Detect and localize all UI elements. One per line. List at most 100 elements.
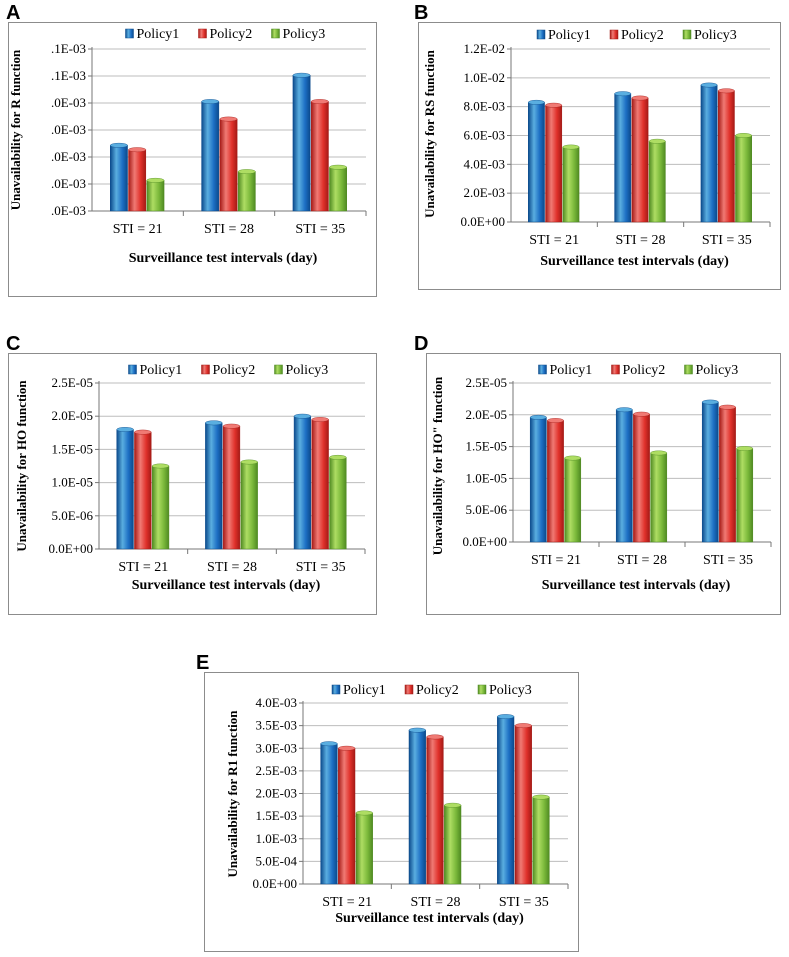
x-category-label: STI = 21: [113, 222, 163, 237]
bar-top-policy3-1: [564, 455, 581, 461]
bar-policy1-2: [615, 409, 633, 543]
x-category-label: STI = 35: [295, 222, 345, 237]
bar-top-policy1-2: [201, 99, 220, 104]
legend-label-policy2: Policy2: [623, 363, 666, 378]
bar-top-policy3-2: [650, 450, 667, 456]
x-category-label: STI = 35: [702, 233, 752, 248]
chart-panel-d: 0.0E+00 5.0E-06 1.0E-05 1.5E-05 2.0E-05 2.5E-…: [426, 353, 781, 615]
y-tick-label: .1E-03: [51, 41, 86, 56]
y-axis-title: Unavailability for R1 function: [225, 710, 240, 878]
chart-panel-e: 0.0E+00 5.0E-04 1.0E-03 1.5E-03 2.0E-03 2.5E-…: [204, 672, 579, 952]
bar-top-policy3-1: [146, 177, 165, 183]
chart-e: 0.0E+00 5.0E-04 1.0E-03 1.5E-03 2.0E-03 2.5E-…: [204, 672, 579, 952]
y-tick-label: 2.0E-05: [465, 407, 507, 422]
y-tick-label: 4.0E-03: [255, 695, 297, 710]
bar-top-policy1-1: [530, 414, 547, 420]
y-tick-label: .0E-03: [51, 203, 86, 218]
x-category-label: STI = 28: [617, 553, 667, 568]
bar-policy1-1: [320, 743, 338, 885]
bar-policy3-3: [329, 457, 347, 550]
y-tick-label: 5.0E-04: [255, 853, 297, 868]
bar-top-policy2-1: [338, 745, 356, 751]
bar-policy3-2: [444, 805, 462, 885]
panel-letter-e: E: [196, 652, 210, 674]
x-category-label: STI = 21: [118, 560, 168, 575]
bar-top-policy1-2: [614, 91, 632, 97]
y-axis-title: Unavailability for HO function: [14, 380, 29, 552]
bar-policy1-3: [293, 415, 312, 550]
bar-top-policy2-1: [545, 102, 563, 108]
bar-policy1-2: [408, 729, 426, 885]
y-tick-label: 0.0E+00: [460, 214, 505, 229]
bar-top-policy2-2: [426, 734, 444, 740]
y-tick-label: 1.5E-05: [465, 439, 507, 454]
legend-label-policy1: Policy1: [550, 363, 593, 378]
bar-top-policy3-1: [562, 144, 580, 150]
y-tick-label: 6.0E-03: [463, 128, 505, 143]
legend-label-policy3: Policy3: [696, 363, 739, 378]
y-tick-label: 1.0E-03: [255, 831, 297, 846]
bar-policy2-2: [631, 97, 649, 223]
y-tick-label: 1.0E-05: [51, 475, 93, 490]
panel-letter-d: D: [414, 333, 429, 355]
y-tick-label: .0E-03: [51, 95, 86, 110]
y-tick-label: 1.5E-03: [255, 808, 297, 823]
bar-policy3-1: [146, 180, 165, 212]
chart-panel-a: .0E-03 .0E-03 .0E-03 .0E-03 .0E-03 .1E-03 .1E-…: [8, 22, 377, 297]
bar-top-policy3-2: [444, 802, 462, 808]
y-axis-title: Unavailability for R function: [8, 49, 23, 210]
bar-policy2-1: [134, 431, 152, 550]
bar-policy2-1: [545, 104, 563, 223]
legend-label-policy1: Policy1: [548, 28, 591, 43]
y-tick-label: 2.5E-05: [465, 375, 507, 390]
bar-policy3-1: [562, 146, 580, 223]
bar-policy2-3: [717, 90, 735, 223]
bar-policy1-3: [701, 401, 719, 543]
legend-label-policy1: Policy1: [140, 363, 183, 378]
bar-top-policy2-3: [311, 417, 329, 422]
y-tick-label: 2.0E-03: [255, 786, 297, 801]
chart-c: 0.0E+00 5.0E-06 1.0E-05 1.5E-05 2.0E-05 2.5E-…: [8, 353, 377, 615]
y-axis-title: Unavailability for RS function: [422, 49, 437, 217]
bar-policy3-3: [329, 166, 347, 212]
y-tick-label: 0.0E+00: [462, 534, 507, 549]
bar-policy2-3: [514, 725, 532, 885]
x-axis-title: Surveillance test intervals (day): [129, 251, 318, 266]
bar-policy2-2: [426, 736, 444, 885]
y-axis-title: Unavailability for HO" function: [430, 376, 445, 555]
legend-swatch-policy3: [271, 28, 280, 39]
x-category-label: STI = 28: [207, 560, 257, 575]
y-tick-label: 2.0E-03: [463, 185, 505, 200]
bar-top-policy1-2: [408, 727, 426, 733]
legend-label-policy1: Policy1: [137, 27, 180, 42]
y-tick-label: 1.0E-05: [465, 470, 507, 485]
bar-top-policy1-3: [293, 413, 311, 419]
bar-policy3-1: [564, 457, 582, 543]
bar-top-policy2-1: [134, 429, 152, 435]
bar-top-policy3-1: [355, 810, 373, 816]
bar-policy2-1: [547, 420, 564, 543]
bar-top-policy3-2: [648, 138, 666, 144]
panel-letter-b: B: [414, 2, 429, 24]
y-tick-label: 8.0E-03: [463, 99, 505, 114]
legend-swatch-policy3: [274, 364, 283, 375]
bar-policy1-1: [110, 145, 128, 212]
bar-top-policy2-3: [514, 723, 532, 729]
x-category-label: STI = 21: [531, 553, 581, 568]
bar-top-policy1-1: [110, 142, 128, 148]
y-tick-label: 2.0E-05: [51, 408, 93, 423]
bar-top-policy1-1: [528, 99, 545, 105]
bar-policy2-1: [338, 748, 356, 885]
y-tick-label: 0.0E+00: [48, 541, 93, 556]
x-category-label: STI = 21: [529, 233, 579, 248]
legend-label-policy1: Policy1: [343, 683, 386, 698]
x-category-label: STI = 21: [322, 895, 372, 910]
legend-swatch-policy1: [331, 684, 341, 695]
legend-label-policy2: Policy2: [213, 363, 256, 378]
bar-top-policy2-1: [547, 418, 564, 423]
bar-policy1-1: [116, 429, 134, 550]
bar-policy1-3: [700, 84, 718, 223]
x-category-label: STI = 35: [703, 553, 753, 568]
legend-swatch-policy1: [536, 29, 546, 40]
y-tick-label: 1.5E-05: [51, 441, 93, 456]
